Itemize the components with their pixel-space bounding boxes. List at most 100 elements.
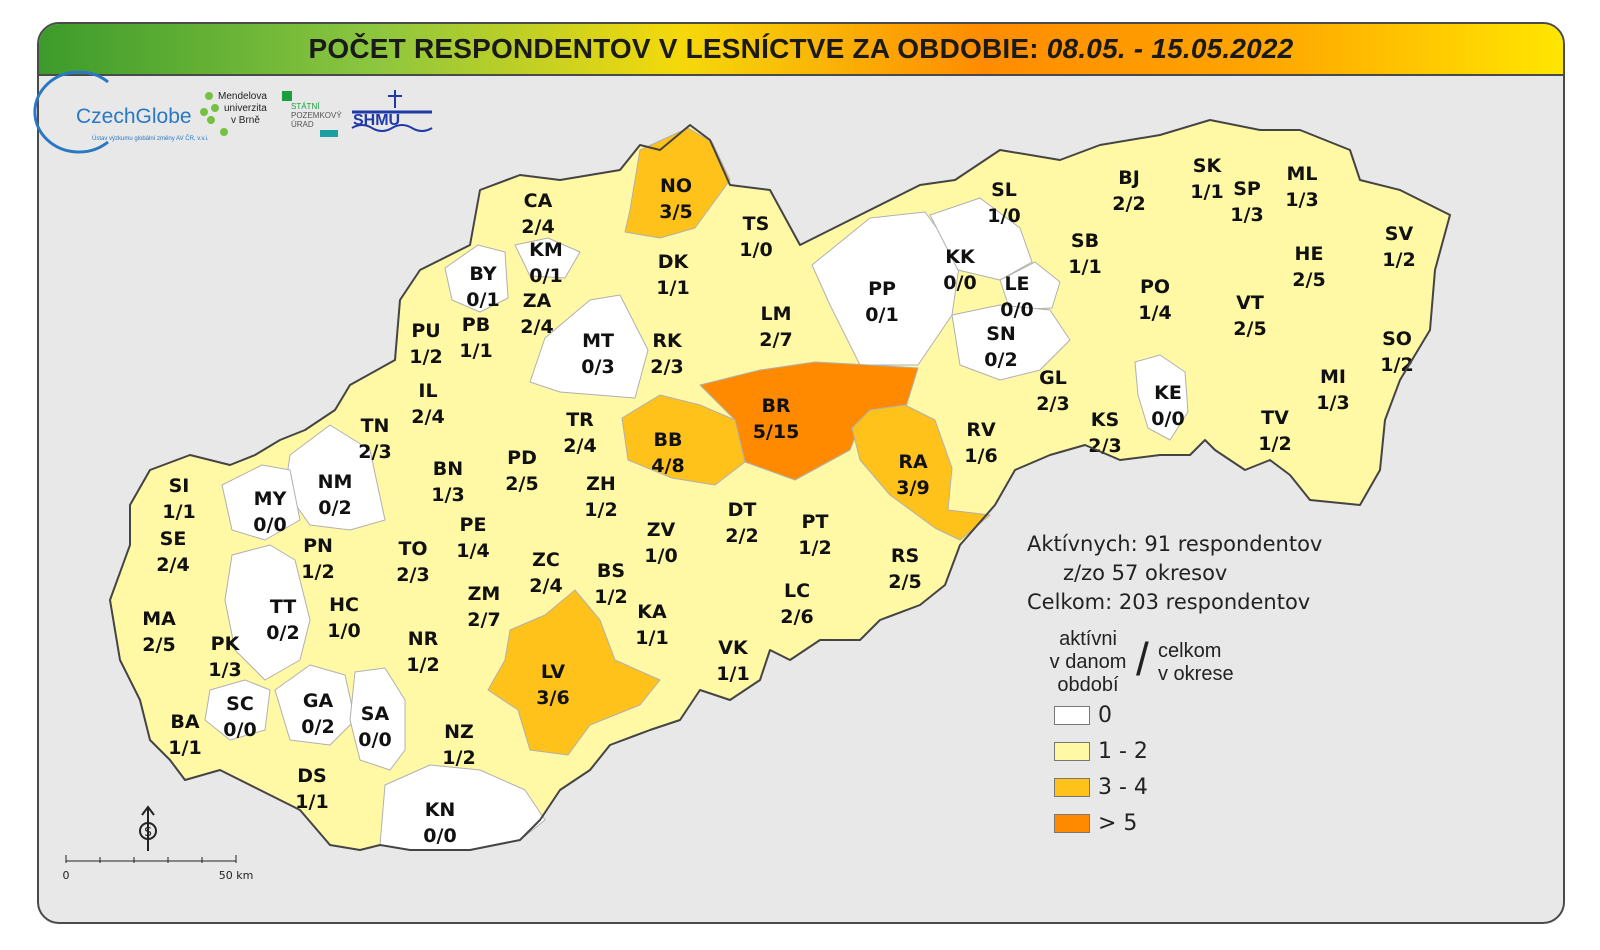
czechglobe-subtext: Ústav výzkumu globální změny AV ČR, v.v.… — [92, 135, 209, 142]
district-le — [999, 261, 1061, 311]
district-code-ca: CA — [524, 190, 553, 212]
district-value-lm: 2/7 — [759, 329, 792, 351]
legend-swatch — [1054, 705, 1090, 725]
district-no — [624, 127, 731, 239]
district-code-no: NO — [660, 175, 692, 197]
scale-end: 50 km — [219, 869, 254, 882]
district-code-pt: PT — [802, 511, 829, 533]
district-code-tv: TV — [1261, 407, 1289, 429]
district-value-tt: 0/2 — [266, 622, 299, 644]
district-code-ba: BA — [170, 711, 199, 733]
district-code-pe: PE — [460, 514, 487, 536]
district-code-se: SE — [160, 528, 187, 550]
district-value-rv: 1/6 — [964, 445, 997, 467]
district-code-hc: HC — [329, 594, 359, 616]
district-code-ks: KS — [1091, 409, 1119, 431]
district-value-ma: 2/5 — [142, 634, 175, 656]
district-value-sv: 1/2 — [1382, 249, 1415, 271]
district-value-lc: 2/6 — [780, 606, 813, 628]
district-code-ka: KA — [637, 601, 667, 623]
districts-layer — [204, 127, 1189, 851]
district-value-za: 2/4 — [520, 316, 553, 338]
title-bar: POČET RESPONDENTOV V LESNÍCTVE ZA OBDOBI… — [39, 24, 1563, 76]
district-code-nr: NR — [408, 628, 439, 650]
district-code-il: IL — [418, 380, 437, 402]
district-value-kn: 0/0 — [423, 825, 456, 847]
summary-districts: z/zo 57 okresov — [1063, 561, 1228, 585]
district-code-rs: RS — [891, 545, 919, 567]
district-code-nz: NZ — [444, 721, 474, 743]
district-value-si: 1/1 — [162, 501, 195, 523]
spu-logo: STÁTNÍ POZEMKOVÝ ÚRAD — [282, 91, 342, 137]
district-code-lm: LM — [760, 303, 791, 325]
district-value-ga: 0/2 — [301, 716, 334, 738]
district-ke — [1134, 354, 1189, 441]
district-code-po: PO — [1140, 276, 1170, 298]
district-code-ra: RA — [898, 451, 928, 473]
district-code-sk: SK — [1193, 155, 1223, 177]
district-value-sb: 1/1 — [1068, 256, 1101, 278]
district-code-sc: SC — [226, 693, 254, 715]
district-code-tn: TN — [361, 415, 390, 437]
district-value-sn: 0/2 — [984, 349, 1017, 371]
district-code-bn: BN — [433, 458, 463, 480]
district-lv — [487, 589, 661, 756]
district-code-zm: ZM — [468, 583, 501, 605]
district-code-gl: GL — [1039, 367, 1067, 389]
district-value-hc: 1/0 — [327, 620, 360, 642]
district-value-rk: 2/3 — [650, 356, 683, 378]
district-code-km: KM — [529, 239, 563, 261]
district-value-lv: 3/6 — [536, 687, 569, 709]
title-dates: 08.05. - 15.05.2022 — [1046, 33, 1294, 64]
district-value-pd: 2/5 — [505, 473, 538, 495]
district-value-km: 0/1 — [529, 265, 562, 287]
mendelu-logo: Mendelova univerzita v Brně — [200, 91, 267, 136]
mendelu-line-3: v Brně — [231, 115, 260, 126]
district-code-tt: TT — [270, 596, 296, 618]
district-value-bn: 1/3 — [431, 484, 464, 506]
district-code-ds: DS — [297, 765, 326, 787]
district-value-ts: 1/0 — [739, 239, 772, 261]
scale-start: 0 — [63, 869, 70, 882]
district-value-dk: 1/1 — [656, 277, 689, 299]
district-value-tn: 2/3 — [358, 441, 391, 463]
district-value-to: 2/3 — [396, 564, 429, 586]
legend-item-zero: 0 — [1054, 702, 1112, 728]
district-code-sl: SL — [991, 179, 1017, 201]
legend-label: 1 - 2 — [1098, 738, 1148, 764]
district-code-to: TO — [398, 538, 427, 560]
district-value-nr: 1/2 — [406, 654, 439, 676]
district-value-pp: 0/1 — [865, 304, 898, 326]
district-code-kn: KN — [425, 799, 456, 821]
district-value-sp: 1/3 — [1230, 204, 1263, 226]
spu-line-3: ÚRAD — [291, 120, 314, 129]
district-code-bb: BB — [654, 429, 683, 451]
district-sc — [204, 679, 271, 741]
district-code-rv: RV — [966, 419, 996, 441]
district-value-sa: 0/0 — [358, 729, 391, 751]
district-value-sc: 0/0 — [223, 719, 256, 741]
district-code-ke: KE — [1154, 382, 1182, 404]
legend-label: 0 — [1098, 702, 1112, 728]
district-value-tr: 2/4 — [563, 435, 596, 457]
district-value-bb: 4/8 — [651, 455, 684, 477]
district-code-nm: NM — [318, 471, 353, 493]
district-code-sa: SA — [361, 703, 390, 725]
district-code-pb: PB — [462, 314, 490, 336]
district-km — [514, 237, 581, 279]
district-sn — [951, 304, 1071, 381]
district-code-dt: DT — [728, 499, 757, 521]
legend-left-caption: aktívni v danom období — [1040, 628, 1136, 697]
district-code-le: LE — [1004, 273, 1029, 295]
district-value-pu: 1/2 — [409, 346, 442, 368]
legend-header: aktívni v danom období / celkom v okrese — [1040, 628, 1260, 698]
district-bb — [621, 394, 746, 486]
district-ra — [851, 404, 991, 541]
district-value-mi: 1/3 — [1316, 392, 1349, 414]
district-value-by: 0/1 — [466, 289, 499, 311]
district-code-ma: MA — [142, 608, 176, 630]
district-code-ts: TS — [743, 213, 770, 235]
district-code-ga: GA — [303, 690, 334, 712]
district-value-ke: 0/0 — [1151, 408, 1184, 430]
